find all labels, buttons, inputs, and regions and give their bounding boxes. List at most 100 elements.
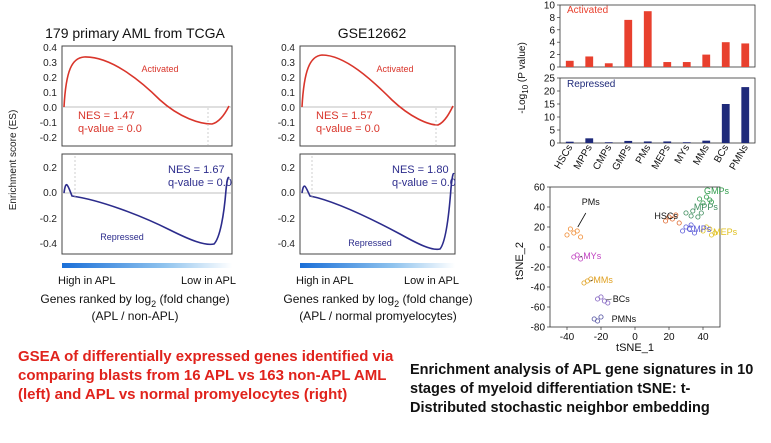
tick: -0.4	[40, 239, 58, 250]
bar-repressed-pmns	[741, 87, 750, 143]
bar-category-mms: MMs	[691, 143, 711, 167]
bar-category-pms: PMs	[634, 143, 654, 166]
bar-tick-label: 6	[549, 25, 555, 36]
bar-tick-label: 20	[544, 87, 556, 98]
gsea-right-bottom-ticks: 0.2 0.0 -0.2 -0.4	[278, 163, 296, 250]
tick: 0.0	[281, 103, 295, 114]
gsea-right-rank-gradient	[300, 263, 455, 268]
tsne-point-hscs	[676, 220, 682, 226]
tsne-point-mpps	[688, 213, 694, 219]
tick: 0.4	[281, 43, 295, 54]
tsne-point-cmps	[691, 230, 697, 236]
bar-category-mys: MYs	[673, 143, 693, 166]
bar-tick-label: 0	[549, 63, 555, 74]
tsne-point-hscs	[663, 218, 669, 224]
bar-repressed-pms	[643, 141, 652, 143]
bar-repressed-meps	[663, 141, 672, 143]
tsne-point-bcs	[598, 294, 604, 300]
gsea-left-high-label: High in APL	[58, 275, 115, 287]
bar-repressed-gmps	[624, 140, 633, 143]
gsea-left-low-label: Low in APL	[181, 275, 236, 287]
bar-activated-mpps	[585, 56, 594, 67]
bar-repressed-cmps	[604, 142, 613, 143]
gsea-right-bottom-frame	[299, 153, 456, 255]
bar-category-meps: MEPs	[650, 143, 673, 172]
bar-tick-label: 10	[544, 1, 556, 12]
tick: -0.1	[278, 118, 296, 129]
gsea-right-activated-curve	[301, 54, 454, 126]
gsea-right-repressed-q: q-value = 0.0	[392, 177, 456, 189]
bar-activated-mms	[702, 54, 711, 67]
tsne-caption: Enrichment analysis of APL gene signatur…	[410, 362, 754, 416]
tick: 0.2	[43, 73, 57, 84]
bar-bottom-frame	[559, 77, 756, 144]
tsne-point-meps	[700, 228, 706, 234]
tick: 0.0	[43, 188, 57, 199]
tick: -0.4	[278, 239, 296, 250]
bar-repressed-bcs	[721, 104, 730, 143]
tsne-y-tick: 40	[534, 203, 546, 214]
tsne-point-hscs	[673, 212, 679, 218]
tick: 0.3	[281, 58, 295, 69]
gsea-left-activated-curve	[63, 56, 230, 125]
tick: 0.1	[43, 88, 57, 99]
bar-activated-pms	[643, 11, 652, 67]
tsne-y-tick: 20	[534, 223, 546, 234]
bar-activated-cmps	[604, 63, 613, 67]
tsne-label-bcs: BCs	[613, 294, 631, 304]
gsea-right-repressed-label: Repressed	[348, 238, 392, 248]
bar-tick-label: 10	[544, 113, 556, 124]
gsea-right-activated-label: Activated	[376, 64, 413, 74]
bar-top-series	[565, 11, 750, 68]
bar-repressed-hscs	[565, 141, 574, 143]
tsne-point-mpps	[698, 210, 704, 216]
tsne-x-tick: -40	[560, 332, 575, 343]
bar-tick-label: 2	[549, 50, 555, 61]
gsea-left-top-frame	[61, 45, 233, 147]
tsne-x-tick: 0	[632, 332, 638, 343]
tsne-y-tick: 60	[534, 183, 546, 194]
tick: -0.2	[278, 214, 296, 225]
gsea-left-activated-label: Activated	[141, 64, 178, 74]
gsea-right-top-frame	[299, 45, 456, 147]
tick: 0.2	[281, 73, 295, 84]
gsea-left-rank-gradient	[62, 263, 232, 268]
tsne-point-cmps	[680, 228, 686, 234]
bar-tick-label: 15	[544, 100, 556, 111]
tick: 0.2	[43, 163, 57, 174]
tsne-ticks: -40 -20 0 20 40 60 40 20 0 -20 -40 -60 -80	[531, 183, 709, 343]
gsea-right-xlabel-line2: (APL / normal promyelocytes)	[299, 309, 457, 323]
tsne-point-mys	[574, 252, 580, 258]
gsea-caption: GSEA of differentially expressed genes i…	[18, 348, 394, 403]
tsne-label-pms: PMs	[582, 197, 601, 207]
tsne-point-pmns	[595, 318, 601, 324]
tsne-y-tick: -20	[531, 263, 546, 274]
tick: -0.1	[40, 118, 58, 129]
tick: -0.2	[40, 133, 58, 144]
gsea-left-repressed-nes: NES = 1.67	[168, 164, 225, 176]
tsne-point-cmps	[683, 224, 689, 230]
tsne-y-tick: 0	[539, 243, 545, 254]
bar-tick-label: 25	[544, 74, 556, 85]
tsne-point-mms	[581, 280, 587, 286]
tsne-y-tick: -40	[531, 283, 546, 294]
tsne-y-tick: -80	[531, 323, 546, 334]
tsne-point-mys	[578, 256, 584, 262]
gsea-left-repressed-q: q-value = 0.0	[168, 177, 232, 189]
tick: 0.2	[281, 163, 295, 174]
tsne-point-hscs	[666, 214, 672, 220]
tsne-label-mms: MMs	[593, 275, 613, 285]
gsea-right-xlabel: Genes ranked by log2 (fold change)	[283, 292, 472, 309]
tick: -0.2	[40, 214, 58, 225]
bar-category-gmps: GMPs	[610, 143, 633, 173]
bar-tick-label: 5	[549, 126, 555, 137]
tsne-point-pms	[578, 234, 584, 240]
tsne-point-gmps	[697, 196, 703, 202]
tsne-label-meps: MEPs	[713, 227, 738, 237]
gsea-right-top-ticks: 0.4 0.3 0.2 0.1 0.0 -0.1 -0.2	[278, 43, 296, 144]
tick: 0.3	[43, 58, 57, 69]
tsne-x-tick: -20	[594, 332, 609, 343]
tsne-label-pmns: PMNs	[612, 314, 637, 324]
